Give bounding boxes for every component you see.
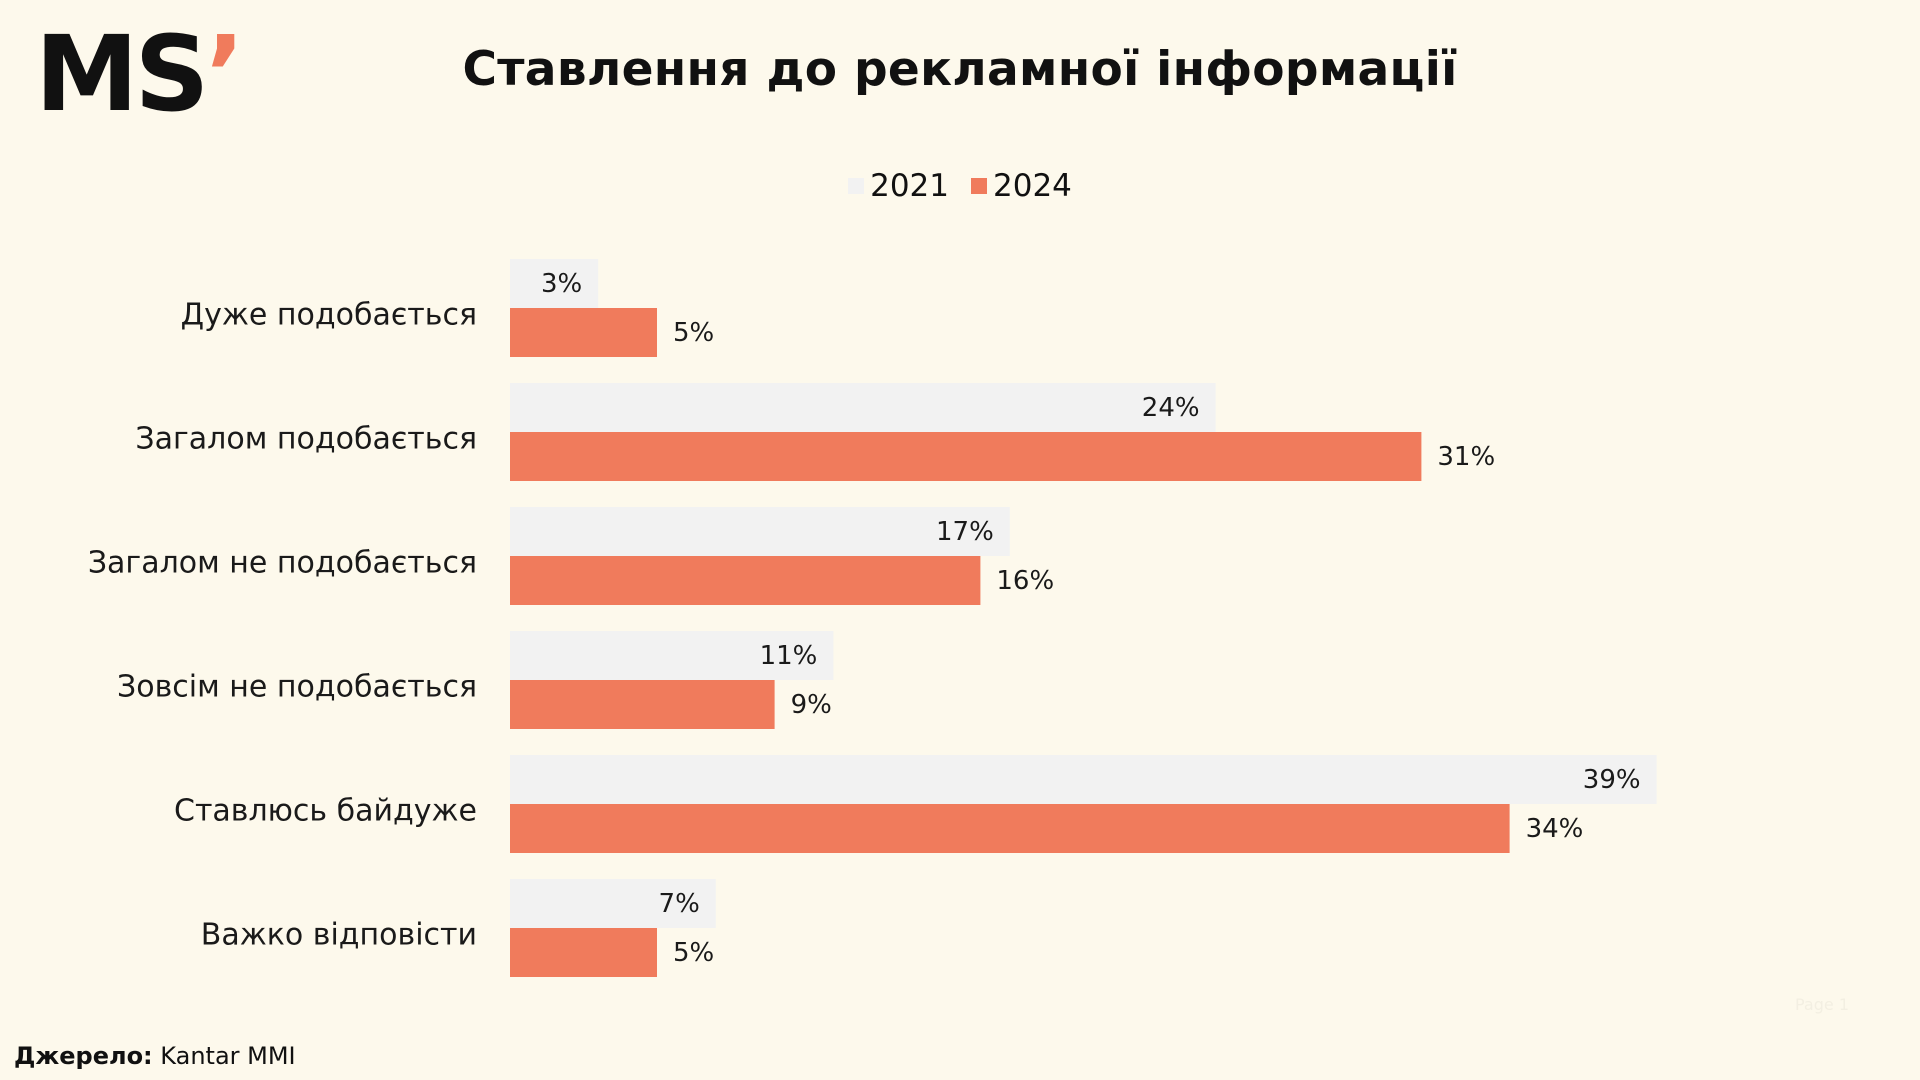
category-label: Зовсім не подобається	[117, 670, 477, 705]
data-label-2024: 31%	[1437, 442, 1495, 472]
data-label-2021: 3%	[541, 269, 582, 299]
data-label-2021: 7%	[659, 889, 700, 919]
chart-legend: 2021 2024	[0, 168, 1920, 204]
bar-2024	[510, 804, 1510, 853]
data-label-2024: 5%	[673, 318, 714, 348]
bar-2021	[510, 383, 1216, 432]
source-label: Джерело:	[14, 1042, 153, 1070]
chart-title: Ставлення до рекламної інформації	[462, 42, 1458, 97]
data-label-2024: 9%	[791, 690, 832, 720]
data-label-2024: 34%	[1526, 814, 1584, 844]
legend-swatch-2021	[848, 178, 865, 194]
bar-2024	[510, 680, 775, 729]
bar-2024	[510, 928, 657, 977]
bar-2021	[510, 755, 1657, 804]
bar-2021	[510, 259, 599, 308]
data-label-2021: 11%	[760, 641, 818, 671]
legend-swatch-2024	[971, 178, 987, 194]
legend-item-2024: 2024	[971, 168, 1072, 204]
source-note: Джерело: Kantar MMI	[14, 1042, 296, 1070]
source-value: Kantar MMI	[160, 1042, 296, 1070]
category-label: Загалом не подобається	[88, 546, 477, 581]
data-label-2024: 5%	[673, 938, 714, 968]
data-label-2021: 24%	[1142, 393, 1200, 423]
data-label-2024: 16%	[996, 566, 1054, 596]
category-label: Дуже подобається	[181, 298, 477, 333]
bar-2021	[510, 631, 834, 680]
bar-2024	[510, 308, 657, 357]
bar-2021	[510, 879, 716, 928]
data-label-2021: 17%	[936, 517, 994, 547]
ms-logo: MS’	[35, 13, 245, 135]
bar-2021	[510, 507, 1010, 556]
bar-2024	[510, 432, 1422, 481]
data-label-2021: 39%	[1583, 765, 1641, 795]
category-label: Загалом подобається	[135, 422, 477, 457]
page-mark: Page 1	[1795, 995, 1849, 1014]
category-label: Ставлюсь байдуже	[174, 794, 477, 829]
category-label: Важко відповісти	[201, 918, 477, 953]
bar-2024	[510, 556, 981, 605]
legend-item-2021: 2021	[848, 168, 949, 204]
legend-label-2024: 2024	[993, 168, 1072, 204]
legend-label-2021: 2021	[870, 168, 949, 204]
